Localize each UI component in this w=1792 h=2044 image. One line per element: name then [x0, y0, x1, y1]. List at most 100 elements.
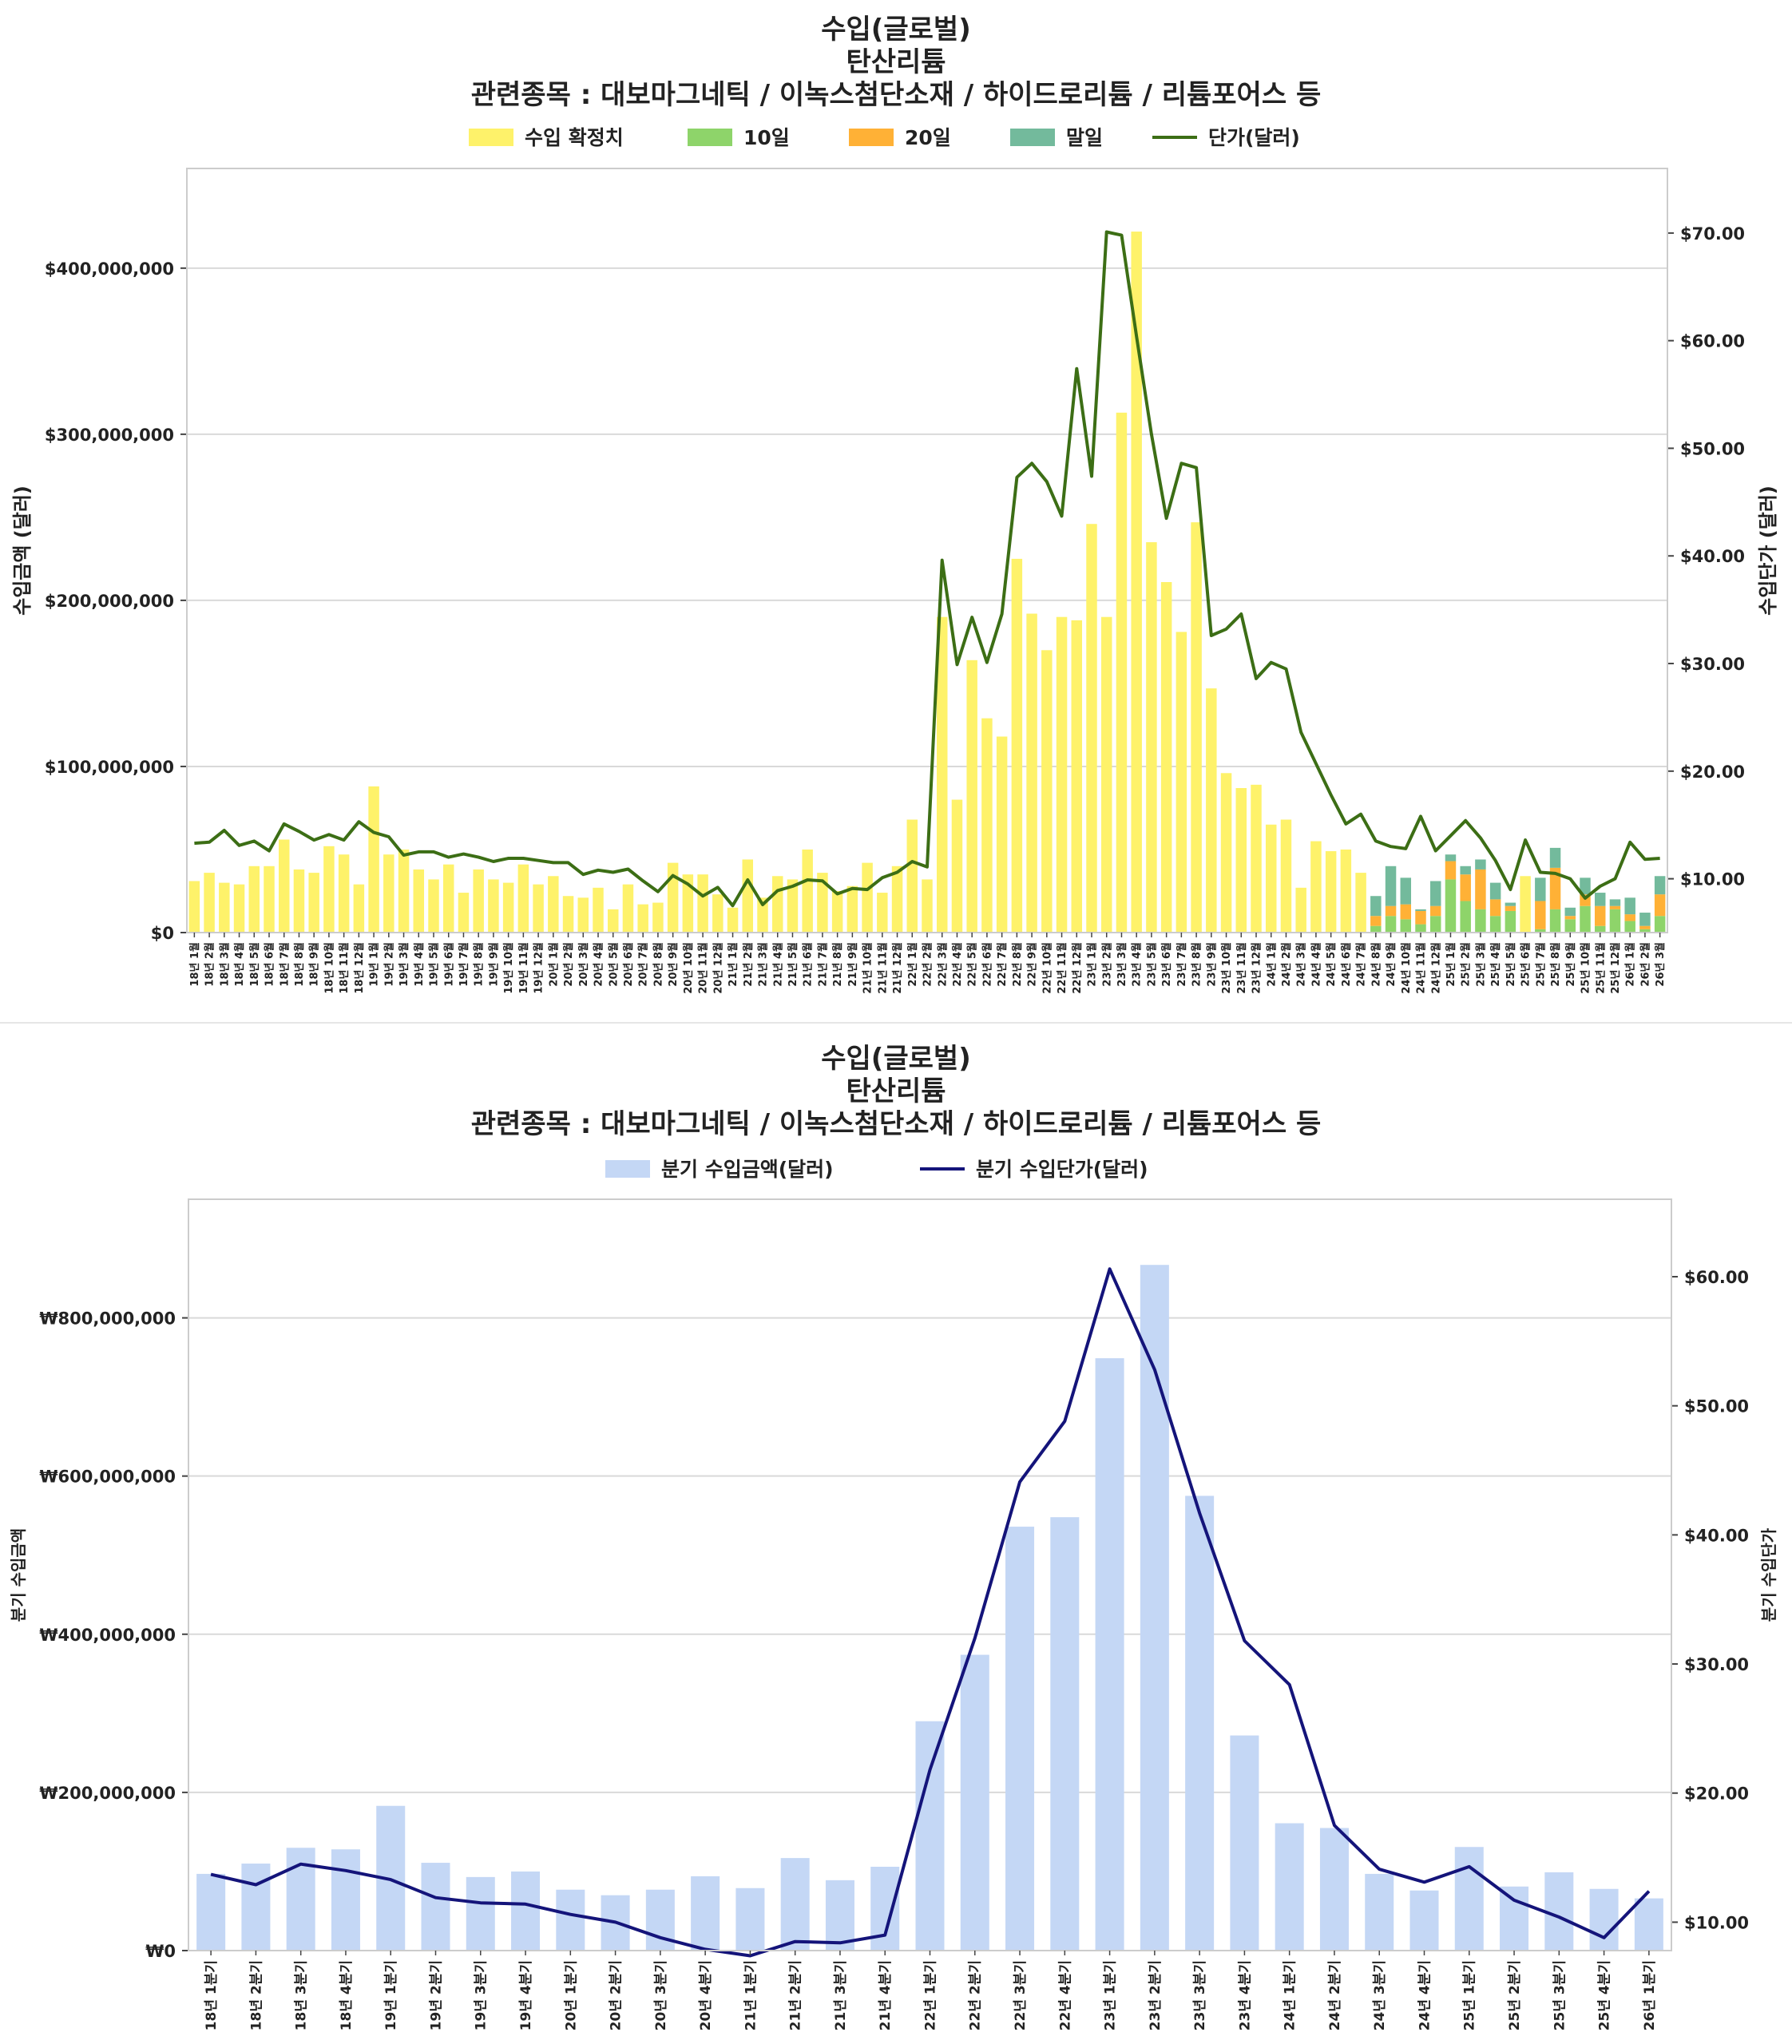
- bar-2-90: [1535, 901, 1546, 929]
- bar-0-77: [1340, 849, 1352, 933]
- bar-0-3: [331, 1849, 360, 1951]
- x-tick-label: 21년 3분기: [833, 1960, 849, 2030]
- x-tick-label: 24년 11월: [1415, 942, 1428, 994]
- bar-0-54: [996, 736, 1008, 933]
- bar-0-24: [1275, 1823, 1304, 1951]
- bar-1-84: [1445, 879, 1457, 933]
- right-tick-label: $20.00: [1684, 1785, 1749, 1804]
- bar-0-8: [308, 873, 319, 933]
- bar-0-13: [383, 854, 394, 933]
- left-tick-label: $0: [151, 924, 174, 943]
- bar-0-62: [1116, 412, 1128, 933]
- bar-3-81: [1400, 877, 1412, 905]
- bar-0-0: [196, 1873, 226, 1951]
- x-tick-label: 22년 7월: [996, 942, 1009, 987]
- bar-1-95: [1609, 909, 1621, 933]
- bar-3-84: [1445, 854, 1457, 862]
- x-tick-label: 19년 4분기: [518, 1960, 534, 2030]
- x-tick-label: 23년 6월: [1160, 942, 1173, 987]
- x-tick-label: 25년 10월: [1580, 942, 1592, 994]
- x-tick-label: 24년 3분기: [1372, 1960, 1388, 2030]
- x-tick-label: 22년 2분기: [968, 1960, 984, 2030]
- bar-0-78: [1355, 873, 1366, 933]
- bar-0-16: [915, 1721, 945, 1951]
- x-tick-label: 19년 1분기: [383, 1960, 399, 2030]
- right-tick-label: $40.00: [1680, 547, 1745, 566]
- bar-0-30: [1544, 1872, 1574, 1951]
- price-line: [210, 1267, 1651, 1958]
- x-tick-label: 22년 5월: [966, 942, 979, 987]
- bar-1-98: [1654, 916, 1666, 933]
- bar-1-85: [1460, 901, 1471, 933]
- x-tick-label: 20년 9월: [667, 942, 680, 987]
- bar-1-83: [1429, 916, 1441, 933]
- x-tick-label: 24년 9월: [1385, 942, 1398, 987]
- x-tick-label: 20년 3월: [577, 942, 590, 987]
- bar-0-19: [473, 869, 484, 933]
- x-tick-label: 22년 10월: [1041, 942, 1053, 994]
- x-tick-label: 20년 7월: [637, 942, 650, 987]
- bar-0-68: [1206, 688, 1217, 933]
- legend-label: 단가(달러): [1208, 126, 1300, 149]
- x-tick-label: 20년 3분기: [653, 1960, 669, 2030]
- bar-0-11: [353, 884, 365, 933]
- x-tick-label: 23년 2월: [1100, 942, 1113, 987]
- bar-3-79: [1370, 896, 1382, 917]
- bar-0-35: [712, 894, 724, 933]
- legend-label: 20일: [905, 126, 951, 149]
- bar-1-79: [1370, 925, 1382, 933]
- x-tick-label: 18년 2월: [204, 942, 216, 987]
- bar-1-87: [1489, 916, 1501, 933]
- bar-0-22: [1185, 1495, 1215, 1951]
- x-tick-label: 21년 10월: [862, 942, 874, 994]
- x-tick-label: 18년 6월: [264, 942, 276, 987]
- left-tick-label: ₩400,000,000: [39, 1626, 176, 1645]
- y-axis-label-right: 수입단가 (달러): [1757, 485, 1779, 616]
- x-tick-label: 26년 2월: [1639, 942, 1651, 987]
- bar-0-18: [458, 893, 470, 933]
- x-tick-label: 25년 9월: [1564, 942, 1577, 987]
- x-tick-label: 18년 10월: [323, 942, 335, 994]
- bar-0-25: [1319, 1828, 1349, 1951]
- x-tick-label: 19년 9월: [487, 942, 500, 987]
- bar-0-47: [891, 866, 903, 933]
- bar-0-44: [846, 885, 858, 933]
- bar-0-55: [1011, 558, 1023, 933]
- x-tick-label: 20년 8월: [652, 942, 664, 987]
- x-tick-label: 22년 2월: [922, 942, 934, 987]
- left-tick-label: ₩800,000,000: [39, 1309, 176, 1329]
- x-tick-label: 24년 1분기: [1283, 1960, 1298, 2030]
- bar-0-66: [1176, 632, 1187, 933]
- left-tick-label: $200,000,000: [45, 592, 174, 611]
- bar-0-75: [1310, 841, 1322, 933]
- x-tick-label: 22년 4분기: [1057, 1960, 1073, 2030]
- bar-2-97: [1639, 925, 1651, 929]
- bar-0-11: [691, 1876, 720, 1951]
- plot-frame: [186, 168, 1668, 933]
- y-axis-label-left: 분기 수입금액: [9, 1528, 28, 1622]
- x-tick-label: 21년 9월: [846, 942, 859, 987]
- left-tick-label: ₩0: [145, 1942, 176, 1961]
- bar-0-28: [607, 909, 619, 933]
- x-tick-label: 22년 1분기: [922, 1960, 938, 2030]
- x-tick-label: 24년 12월: [1429, 942, 1442, 994]
- x-tick-label: 24년 2분기: [1327, 1960, 1343, 2030]
- bar-0-22: [517, 864, 529, 933]
- x-tick-label: 18년 3분기: [294, 1960, 310, 2030]
- bar-1-88: [1505, 910, 1516, 933]
- bar-0-49: [922, 879, 933, 933]
- bar-0-37: [742, 859, 754, 933]
- bar-1-94: [1594, 925, 1606, 933]
- bar-0-12: [735, 1888, 765, 1951]
- x-tick-label: 21년 7월: [816, 942, 829, 987]
- x-tick-label: 20년 10월: [682, 942, 695, 994]
- left-tick-label: $400,000,000: [45, 259, 174, 279]
- x-tick-label: 20년 2월: [562, 942, 575, 987]
- bar-0-0: [188, 881, 200, 933]
- x-tick-label: 25년 3분기: [1552, 1960, 1568, 2030]
- bar-0-89: [1520, 876, 1531, 933]
- bar-0-53: [981, 718, 993, 933]
- bar-3-97: [1639, 913, 1651, 926]
- legend-swatch-0: [469, 129, 513, 146]
